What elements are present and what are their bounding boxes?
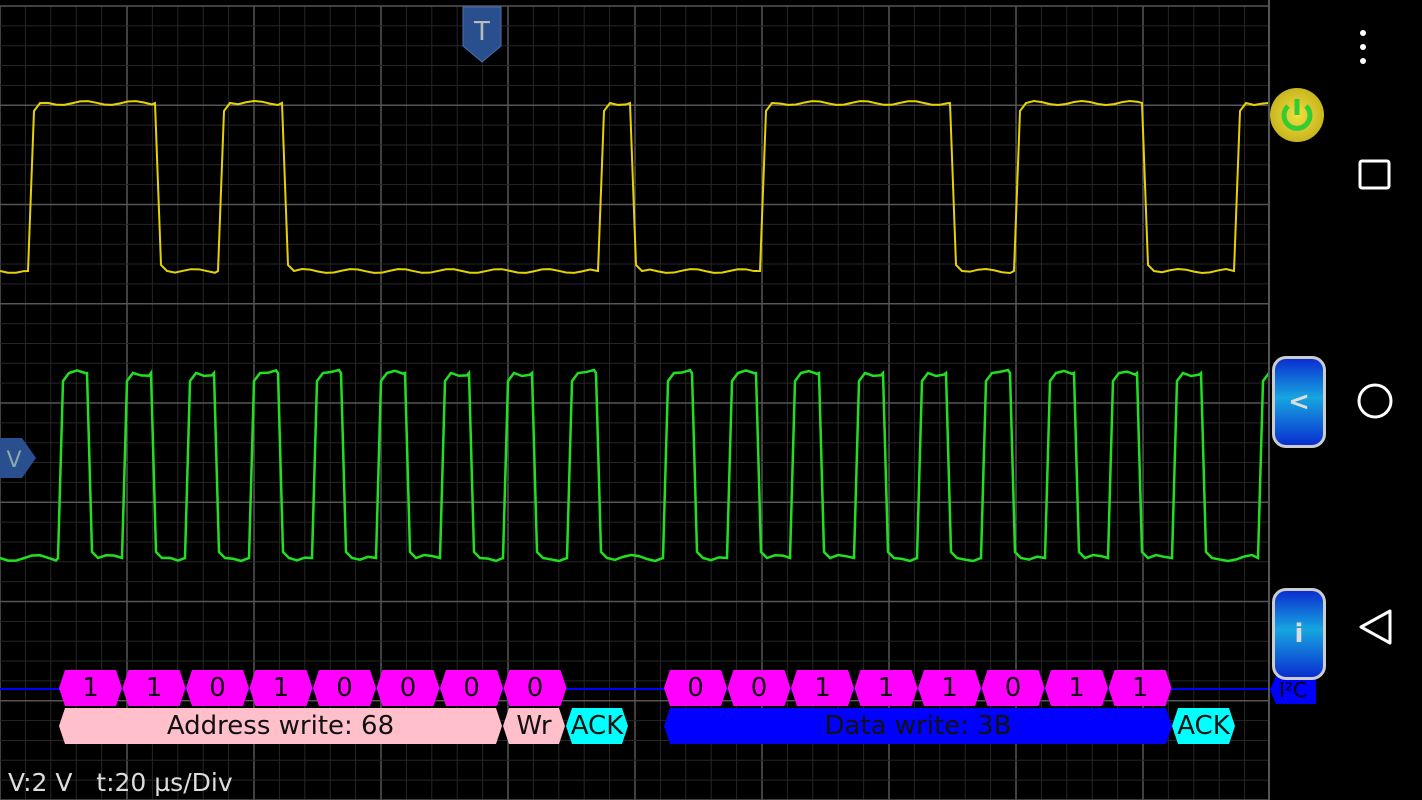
data-bit: 0 — [728, 670, 791, 706]
decoder-protocol-label[interactable]: I²C — [1270, 676, 1316, 704]
info-button[interactable]: i — [1272, 588, 1326, 680]
channel-2-trace — [0, 368, 1270, 563]
triangle-back-icon[interactable] — [1350, 606, 1400, 648]
address-bit: 1 — [123, 670, 186, 706]
grid — [0, 5, 1270, 800]
address-bit: 0 — [504, 670, 567, 706]
address-bit: 1 — [250, 670, 313, 706]
data-bit: 1 — [1109, 670, 1172, 706]
ack-label: ACK — [1172, 708, 1235, 744]
address-bit: 0 — [313, 670, 376, 706]
collapse-panel-button[interactable]: < — [1272, 356, 1326, 448]
read-write-label: Wr — [503, 708, 565, 744]
square-icon[interactable] — [1350, 156, 1400, 196]
data-write-label: Data write: 3B — [664, 708, 1172, 744]
data-bit: 0 — [982, 670, 1045, 706]
circle-icon[interactable] — [1350, 380, 1400, 422]
address-write-label: Address write: 68 — [59, 708, 502, 744]
ack-label: ACK — [566, 708, 628, 744]
channel-1-trace — [0, 99, 1269, 275]
svg-text:T: T — [473, 17, 490, 47]
address-bit: 0 — [377, 670, 440, 706]
address-bit: 0 — [186, 670, 249, 706]
svg-text:V: V — [6, 448, 21, 473]
data-bit: 0 — [664, 670, 727, 706]
address-bit: 1 — [59, 670, 122, 706]
trigger-marker[interactable]: T — [462, 6, 502, 63]
data-bit: 1 — [1045, 670, 1108, 706]
power-button[interactable] — [1270, 88, 1324, 142]
address-bit: 0 — [440, 670, 503, 706]
data-bit: 1 — [791, 670, 854, 706]
oscilloscope-screen[interactable]: T V — [0, 0, 1270, 800]
power-icon — [1281, 99, 1313, 131]
data-bit: 1 — [918, 670, 981, 706]
more-vert-icon[interactable] — [1360, 30, 1366, 72]
scale-readout: V:2 V t:20 µs/Div — [8, 768, 233, 797]
data-bit: 1 — [855, 670, 918, 706]
voltage-level-marker[interactable]: V — [0, 438, 36, 478]
